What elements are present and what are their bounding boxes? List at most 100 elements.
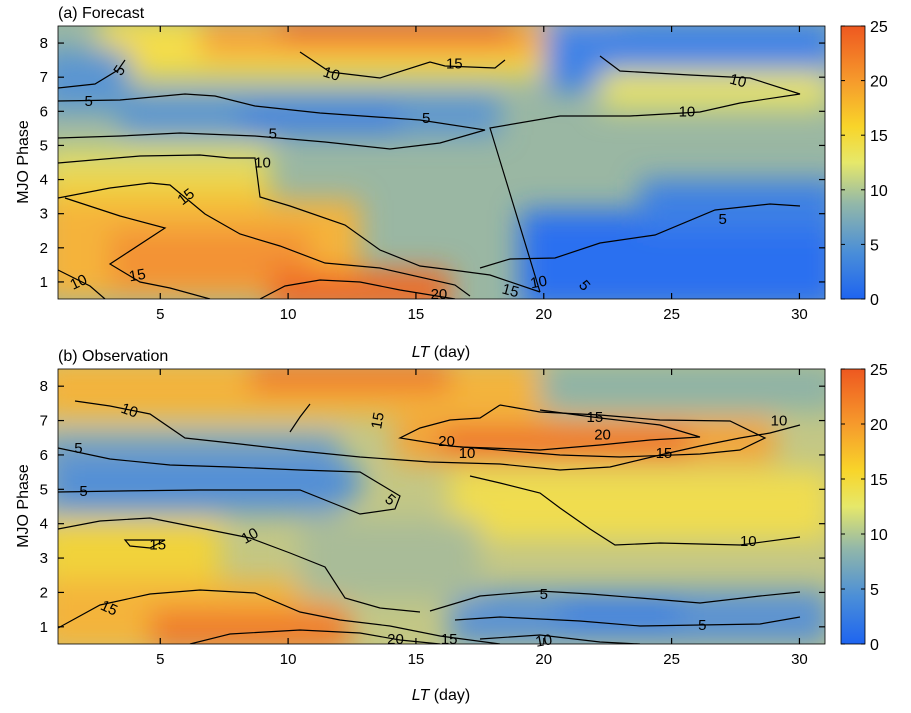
contour-label: 15 xyxy=(446,56,463,73)
contour-label: 15 xyxy=(656,445,673,462)
contour-label: 15 xyxy=(128,266,147,286)
contour-label: 10 xyxy=(321,64,342,85)
y-tick-label: 2 xyxy=(40,240,48,257)
x-tick-label: 10 xyxy=(280,651,297,668)
y-axis-observation: 1 2 3 4 5 6 7 8 xyxy=(40,378,825,636)
contour-label: 5 xyxy=(540,586,548,603)
y-tick-label: 1 xyxy=(40,619,48,636)
colorbar-gradient-observation xyxy=(840,368,866,645)
x-axis-label-unit: (day) xyxy=(429,344,470,361)
contour-label: 10 xyxy=(679,103,696,120)
colorbar-tick-label: 5 xyxy=(870,582,879,599)
x-tick-label: 25 xyxy=(663,651,680,668)
x-axis-label-forecast: LT (day) xyxy=(412,344,470,361)
contour-label: 5 xyxy=(74,440,82,457)
contour-label: 10 xyxy=(119,400,140,422)
colorbar-tick-label: 0 xyxy=(870,637,879,654)
y-tick-label: 8 xyxy=(40,35,48,52)
contour-label: 20 xyxy=(438,433,455,450)
contour-label: 15 xyxy=(98,597,120,619)
panel-title-forecast: (a) Forecast xyxy=(58,5,145,22)
x-tick-label: 5 xyxy=(156,651,164,668)
x-tick-label: 15 xyxy=(408,306,425,323)
colorbar-tick-label: 10 xyxy=(870,527,888,544)
colorbar-forecast: 0 5 10 15 20 25 xyxy=(840,19,888,309)
x-axis-label-unit-b: (day) xyxy=(429,687,470,704)
contour-label: 10 xyxy=(740,533,757,550)
contour-label: 10 xyxy=(239,525,262,548)
x-tick-label: 10 xyxy=(280,306,297,323)
heatmap-forecast xyxy=(58,26,825,299)
y-tick-label: 8 xyxy=(40,378,48,395)
y-tick-label: 4 xyxy=(40,516,48,533)
panel-title-observation: (b) Observation xyxy=(58,348,168,365)
y-tick-label: 6 xyxy=(40,447,48,464)
x-axis-label-italic: LT xyxy=(412,344,431,361)
y-tick-label: 3 xyxy=(40,550,48,567)
plot-frame-observation xyxy=(57,368,826,645)
x-tick-label: 30 xyxy=(791,651,808,668)
y-tick-label: 7 xyxy=(40,413,48,430)
y-tick-label: 3 xyxy=(40,206,48,223)
y-tick-label: 1 xyxy=(40,274,48,291)
y-axis-label-observation: MJO Phase xyxy=(15,464,32,548)
colorbar-gradient-forecast xyxy=(840,25,866,300)
contour-label: 5 xyxy=(79,483,87,500)
x-axis-label-observation: LT (day) xyxy=(412,687,470,704)
colorbar-tick-label: 10 xyxy=(870,183,888,200)
y-tick-label: 5 xyxy=(40,137,48,154)
x-tick-label: 25 xyxy=(663,306,680,323)
y-tick-label: 5 xyxy=(40,481,48,498)
contour-label: 10 xyxy=(459,445,476,462)
x-tick-label: 5 xyxy=(156,306,164,323)
contours-forecast xyxy=(58,51,801,299)
colorbar-tick-label: 20 xyxy=(870,74,888,91)
contour-label: 10 xyxy=(254,155,271,172)
x-tick-label: 30 xyxy=(791,306,808,323)
colorbar-tick-label: 25 xyxy=(870,362,888,379)
contour-label: 15 xyxy=(587,409,604,426)
contour-label: 5 xyxy=(422,110,430,127)
y-tick-label: 4 xyxy=(40,172,48,189)
contour-label: 10 xyxy=(728,71,749,92)
x-axis-label-italic-b: LT xyxy=(412,687,431,704)
colorbar-tick-label: 25 xyxy=(870,19,888,36)
x-axis-observation: 5 10 15 20 25 30 xyxy=(156,369,808,668)
colorbar-tick-label: 20 xyxy=(870,417,888,434)
contour-label: 15 xyxy=(368,411,388,430)
x-axis-forecast: 5 10 15 20 25 30 xyxy=(156,26,808,323)
contour-label: 10 xyxy=(529,273,548,293)
contour-label: 20 xyxy=(594,426,611,443)
x-tick-label: 20 xyxy=(535,306,552,323)
colorbar-tick-label: 0 xyxy=(870,292,879,309)
contour-label: 20 xyxy=(387,631,404,648)
contour-label: 10 xyxy=(771,413,788,430)
contour-label: 5 xyxy=(85,93,93,110)
x-tick-label: 20 xyxy=(535,651,552,668)
contours-observation xyxy=(58,400,801,644)
y-tick-label: 2 xyxy=(40,584,48,601)
colorbar-tick-label: 15 xyxy=(870,128,888,145)
contour-label: 15 xyxy=(149,536,166,553)
contour-label: 10 xyxy=(68,271,90,293)
y-axis-label-forecast: MJO Phase xyxy=(15,120,32,204)
contour-label: 15 xyxy=(500,281,521,302)
contour-label: 5 xyxy=(269,125,277,142)
y-tick-label: 6 xyxy=(40,103,48,120)
heatmap-observation xyxy=(58,369,825,644)
contour-label: 20 xyxy=(431,286,448,303)
contour-label: 15 xyxy=(174,185,198,209)
x-tick-label: 15 xyxy=(408,651,425,668)
colorbar-observation: 0 5 10 15 20 25 xyxy=(840,362,888,654)
contour-label: 5 xyxy=(719,211,727,228)
colorbar-tick-label: 5 xyxy=(870,237,879,254)
colorbar-tick-label: 15 xyxy=(870,472,888,489)
contour-label: 5 xyxy=(698,617,706,634)
y-axis-forecast: 1 2 3 4 5 6 7 8 xyxy=(40,35,825,291)
y-tick-label: 7 xyxy=(40,69,48,86)
contour-label: 15 xyxy=(441,631,458,648)
